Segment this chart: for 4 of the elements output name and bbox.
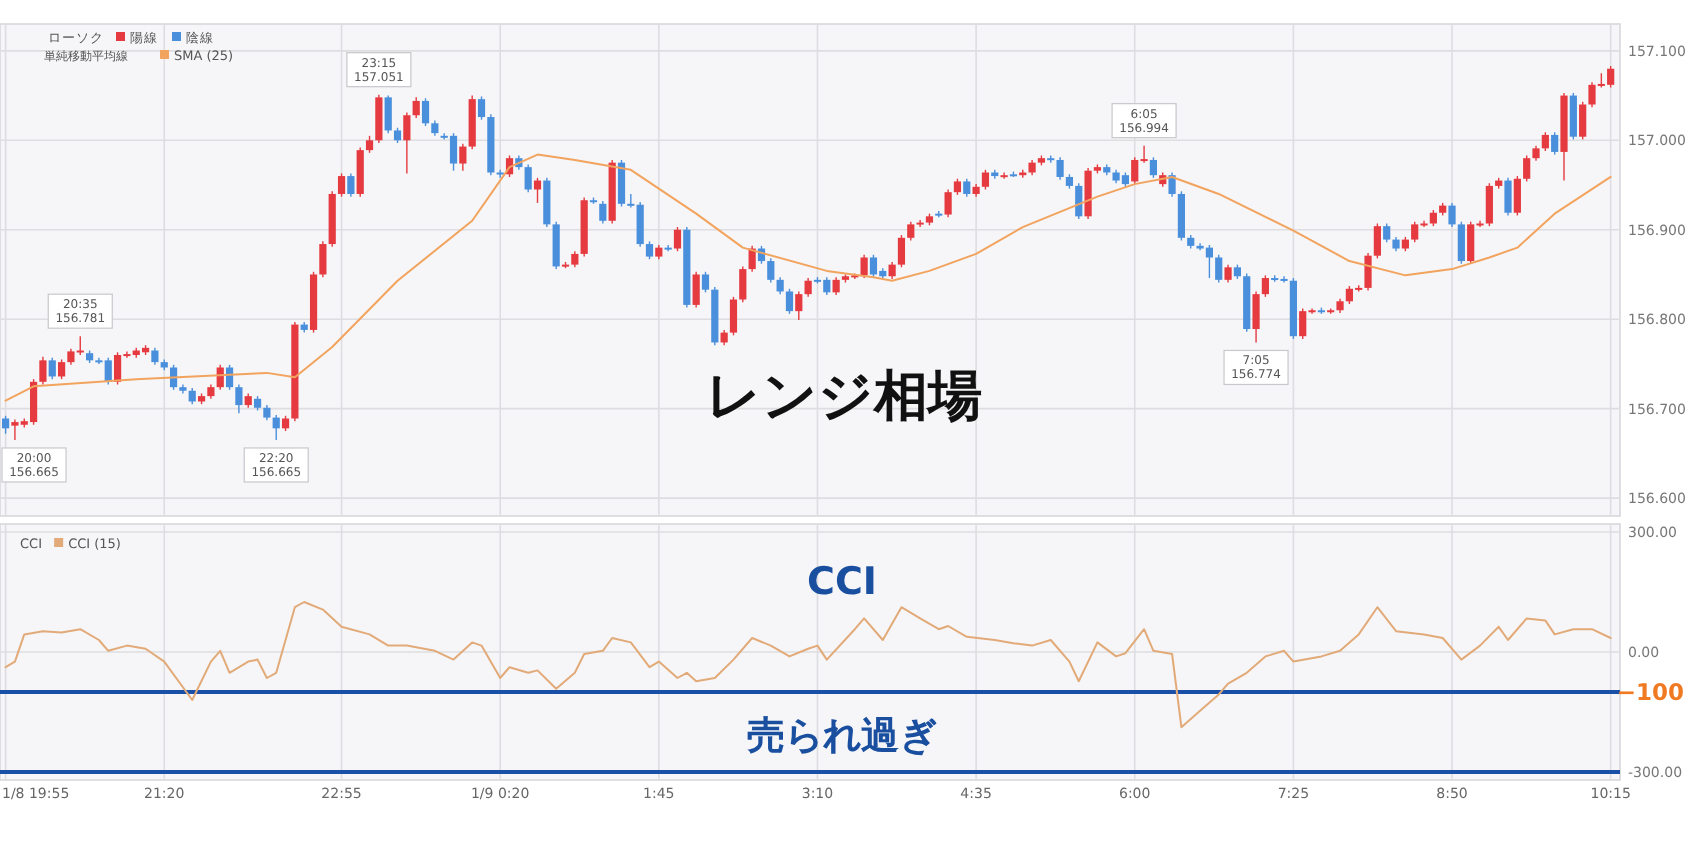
annotation: レンジ相場: [706, 366, 982, 428]
annotation: CCI: [807, 560, 877, 604]
ref-line-label: −100: [1616, 678, 1684, 706]
annotation: 売られ過ぎ: [747, 714, 937, 758]
